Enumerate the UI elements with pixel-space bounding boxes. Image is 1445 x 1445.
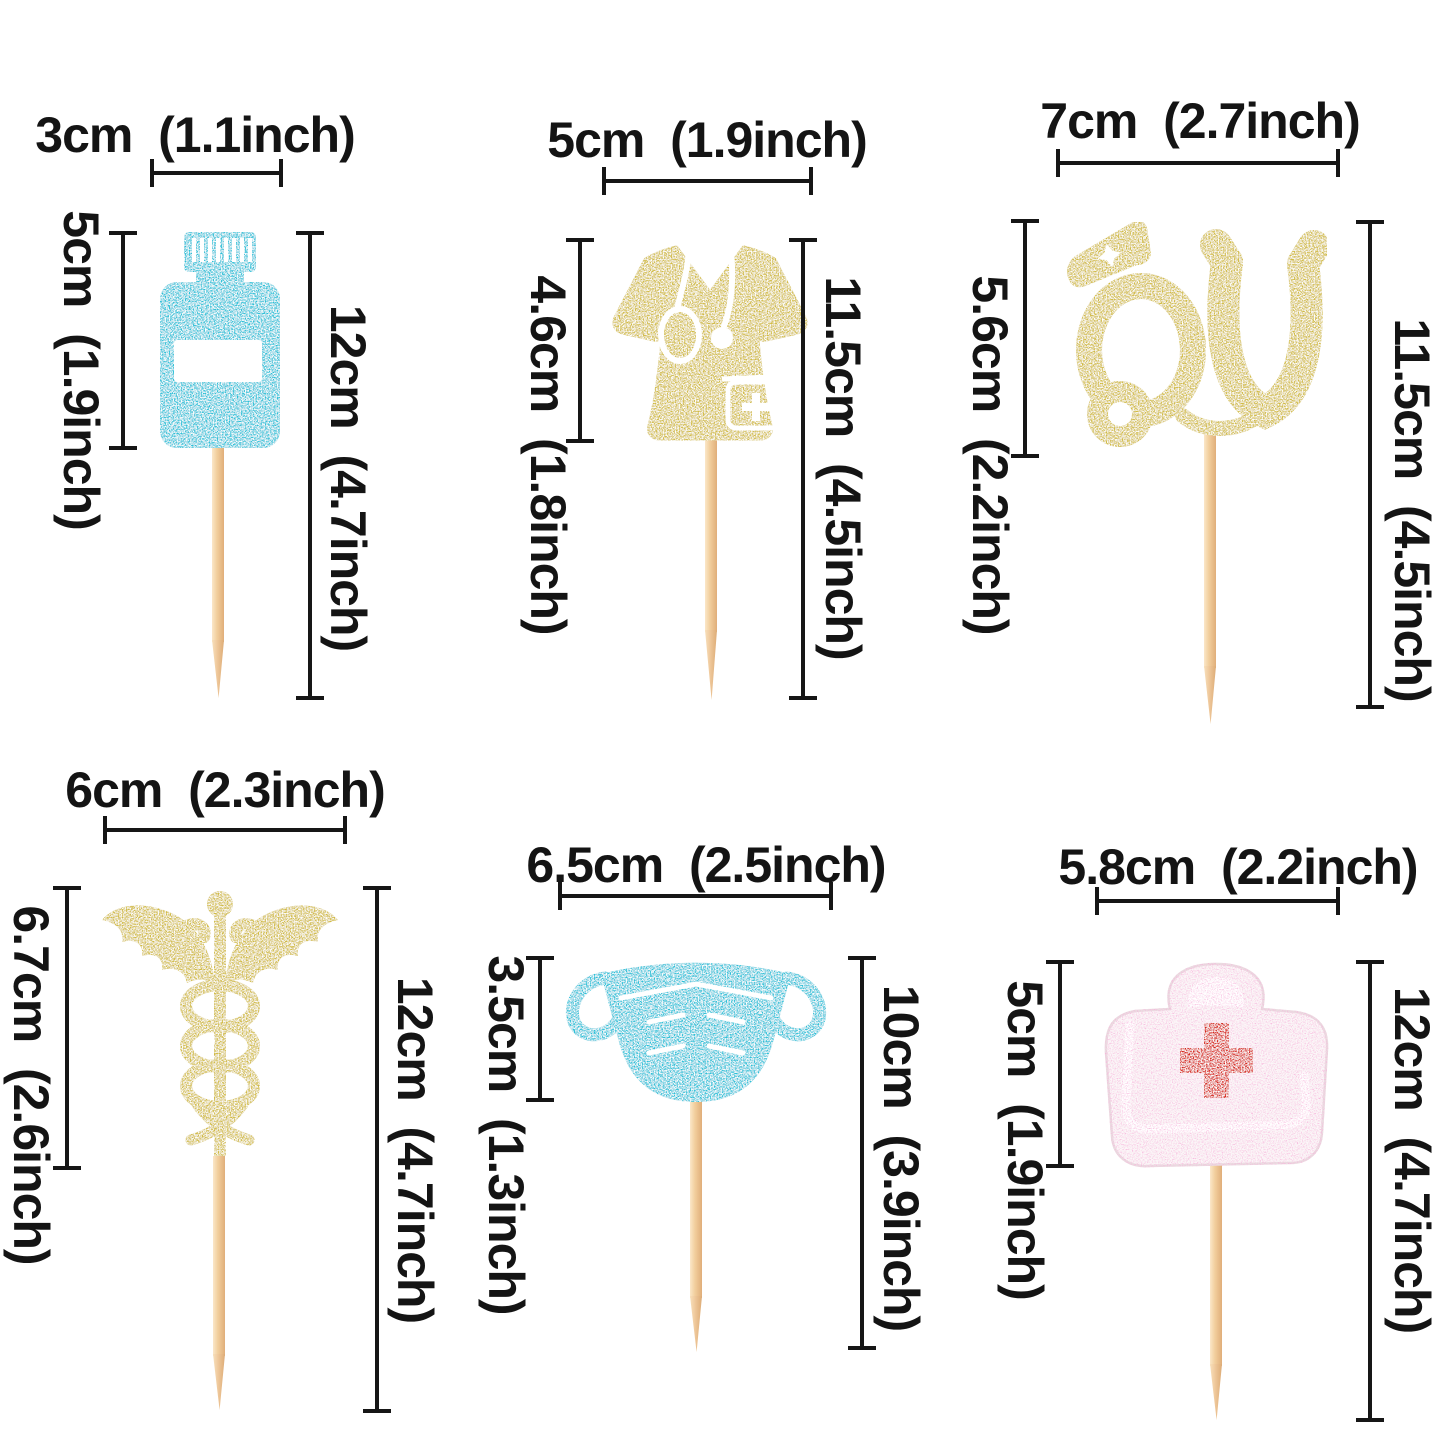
toothpick-stick	[212, 446, 224, 642]
width-measure-line	[602, 167, 813, 195]
width-dimension-label: 3cm (1.1inch)	[35, 107, 355, 163]
toothpick-tip	[1210, 1364, 1222, 1420]
toothpick-stick	[690, 1100, 702, 1298]
width-measure-line	[1056, 149, 1340, 177]
topper-height-measure-line	[1011, 219, 1039, 458]
total-height-dimension-label: 12cm (4.7inch)	[320, 304, 376, 652]
toothpick-stick	[1210, 1164, 1222, 1366]
total-height-dimension-label: 10cm (3.9inch)	[873, 984, 929, 1332]
width-dimension-label: 6cm (2.3inch)	[65, 762, 385, 818]
toothpick-tip	[705, 630, 717, 700]
topper-height-measure-line	[566, 238, 594, 443]
caduceus-icon	[102, 891, 338, 1156]
toothpick-tip	[1204, 666, 1216, 724]
width-measure-line	[558, 882, 833, 910]
total-height-dimension-label: 12cm (4.7inch)	[1384, 986, 1440, 1334]
first-aid-cap-icon	[1104, 962, 1329, 1168]
topper-height-dimension-label: 5cm (1.9inch)	[997, 980, 1053, 1300]
total-height-dimension-label: 11.5cm (4.5inch)	[815, 276, 871, 660]
toothpick-tip	[690, 1296, 702, 1352]
width-measure-line	[1095, 887, 1340, 915]
width-dimension-label: 7cm (2.7inch)	[1040, 93, 1360, 149]
total-height-measure-line	[1356, 960, 1384, 1422]
topper-height-dimension-label: 5.6cm (2.2inch)	[962, 275, 1018, 635]
topper-height-dimension-label: 3.5cm (1.3inch)	[478, 955, 534, 1315]
stethoscope-icon	[1067, 222, 1330, 447]
width-dimension-label: 5.8cm (2.2inch)	[1058, 839, 1418, 895]
total-height-measure-line	[363, 886, 391, 1413]
topper-height-dimension-label: 4.6cm (1.8inch)	[520, 275, 576, 635]
width-measure-line	[103, 816, 347, 844]
total-height-dimension-label: 11.5cm (4.5inch)	[1384, 318, 1440, 702]
toothpick-stick	[213, 1156, 225, 1356]
total-height-measure-line	[1356, 220, 1384, 709]
toothpick-stick	[705, 438, 717, 632]
face-mask-icon	[565, 962, 827, 1102]
toothpick-tip	[213, 1354, 225, 1410]
total-height-measure-line	[296, 231, 324, 700]
total-height-dimension-label: 12cm (4.7inch)	[387, 976, 443, 1324]
topper-height-measure-line	[53, 886, 81, 1170]
width-dimension-label: 5cm (1.9inch)	[547, 112, 867, 168]
topper-height-measure-line	[526, 956, 554, 1102]
topper-height-dimension-label: 6.7cm (2.6inch)	[3, 905, 59, 1265]
scrub-top-icon	[612, 245, 808, 441]
topper-height-measure-line	[1046, 960, 1074, 1168]
pill-bottle-icon	[160, 232, 280, 448]
width-dimension-label: 6.5cm (2.5inch)	[526, 837, 886, 893]
width-measure-line	[150, 159, 283, 187]
toothpick-tip	[212, 640, 224, 698]
topper-height-dimension-label: 5cm (1.9inch)	[53, 210, 109, 530]
total-height-measure-line	[848, 956, 876, 1350]
total-height-measure-line	[789, 238, 817, 700]
toothpick-stick	[1204, 428, 1216, 668]
topper-height-measure-line	[109, 231, 137, 450]
